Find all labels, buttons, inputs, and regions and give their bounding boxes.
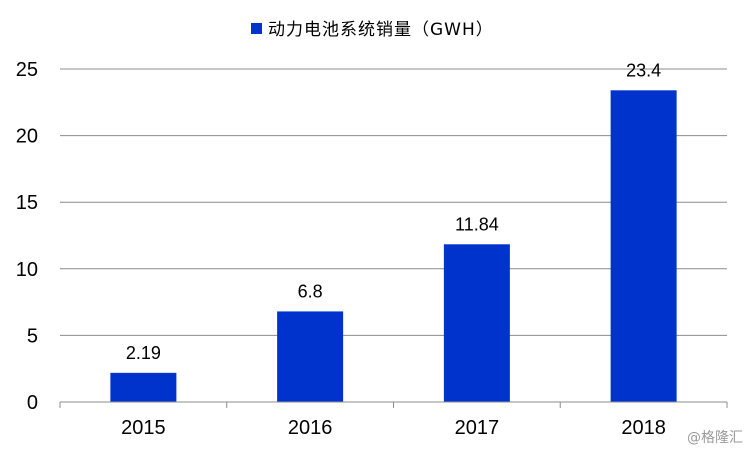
watermark: @格隆汇 [687, 430, 743, 446]
y-tick-label-25: 25 [16, 59, 38, 81]
legend-swatch [251, 23, 262, 34]
x-tick-label-2017: 2017 [455, 417, 500, 439]
y-axis-tick-labels: 0 5 10 15 20 25 [16, 59, 38, 414]
data-label-2015: 2.19 [126, 343, 161, 363]
x-axis-tick-labels: 2015 2016 2017 2018 [121, 417, 666, 439]
x-tick-label-2018: 2018 [621, 417, 666, 439]
y-tick-label-10: 10 [16, 259, 38, 281]
y-tick-label-0: 0 [27, 392, 38, 414]
legend: 动力电池系统销量（GWH） [251, 20, 494, 40]
y-tick-label-5: 5 [27, 325, 38, 347]
bar-2016 [277, 311, 344, 402]
y-tick-label-20: 20 [16, 126, 38, 148]
bars [110, 90, 677, 402]
bar-2018 [610, 90, 677, 402]
bar-2017 [443, 244, 510, 402]
legend-series-label: 动力电池系统销量（GWH） [268, 20, 494, 40]
data-labels: 2.19 6.8 11.84 23.4 [126, 60, 661, 363]
data-label-2018: 23.4 [626, 60, 661, 80]
bar-2015 [110, 372, 177, 402]
data-label-2016: 6.8 [298, 281, 323, 301]
data-label-2017: 11.84 [455, 214, 499, 234]
x-tick-label-2016: 2016 [288, 417, 333, 439]
y-tick-label-15: 15 [16, 192, 38, 214]
x-axis [59, 401, 728, 408]
x-tick-label-2015: 2015 [121, 417, 166, 439]
